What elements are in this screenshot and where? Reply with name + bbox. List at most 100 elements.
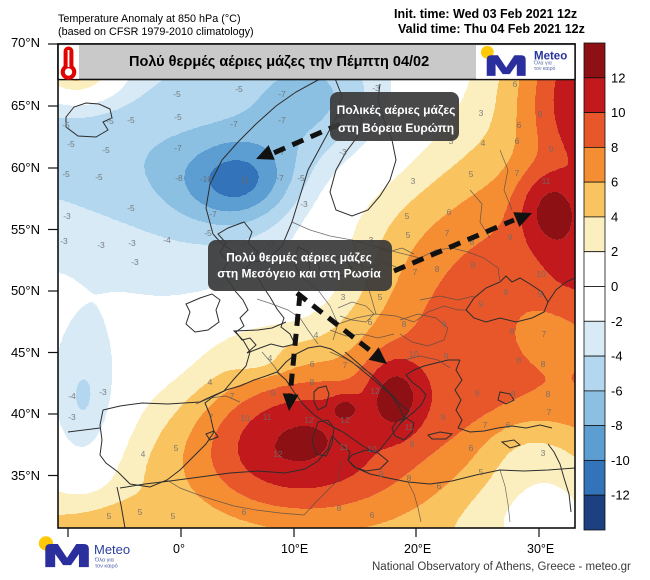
svg-text:-7: -7 xyxy=(278,89,286,99)
svg-text:7: 7 xyxy=(209,412,214,422)
svg-text:5: 5 xyxy=(406,230,411,240)
svg-text:3: 3 xyxy=(411,176,416,186)
svg-text:4: 4 xyxy=(141,449,146,459)
svg-text:Meteo: Meteo xyxy=(534,51,567,63)
svg-text:-5: -5 xyxy=(235,84,243,94)
svg-text:2: 2 xyxy=(611,244,618,259)
svg-text:8: 8 xyxy=(611,140,618,155)
svg-text:-5: -5 xyxy=(127,115,135,125)
svg-text:9: 9 xyxy=(479,299,484,309)
svg-text:-5: -5 xyxy=(173,89,181,99)
svg-text:8: 8 xyxy=(310,377,315,387)
svg-text:9: 9 xyxy=(271,388,276,398)
svg-text:6: 6 xyxy=(310,359,315,369)
svg-text:3: 3 xyxy=(479,108,484,118)
svg-text:4: 4 xyxy=(481,138,486,148)
svg-text:-8: -8 xyxy=(175,173,183,183)
svg-text:10: 10 xyxy=(536,269,546,279)
svg-text:3: 3 xyxy=(449,136,454,146)
svg-text:-3: -3 xyxy=(97,240,105,250)
svg-text:-7: -7 xyxy=(209,209,217,219)
svg-text:11: 11 xyxy=(263,412,272,422)
svg-text:9: 9 xyxy=(475,388,480,398)
svg-text:-10: -10 xyxy=(611,453,630,468)
svg-text:4: 4 xyxy=(314,330,319,340)
svg-text:-3: -3 xyxy=(372,83,380,93)
svg-text:5: 5 xyxy=(469,169,474,179)
svg-text:-5: -5 xyxy=(204,228,212,238)
svg-text:6: 6 xyxy=(437,481,442,491)
svg-text:7: 7 xyxy=(230,391,235,401)
svg-text:τον καιρό: τον καιρό xyxy=(95,563,118,570)
svg-text:4: 4 xyxy=(268,353,273,363)
svg-text:8: 8 xyxy=(470,237,475,247)
svg-text:9: 9 xyxy=(410,439,415,449)
svg-text:Meteo: Meteo xyxy=(94,542,130,557)
svg-text:-12: -12 xyxy=(611,488,630,503)
svg-text:5: 5 xyxy=(174,443,179,453)
svg-text:-7: -7 xyxy=(276,173,284,183)
svg-text:6: 6 xyxy=(368,317,373,327)
svg-text:9: 9 xyxy=(442,319,447,329)
svg-text:8: 8 xyxy=(337,503,342,513)
svg-text:Πολικές αέριες μάζες: Πολικές αέριες μάζες xyxy=(337,103,456,117)
svg-text:-7: -7 xyxy=(174,143,182,153)
svg-text:8: 8 xyxy=(541,359,546,369)
svg-text:6: 6 xyxy=(447,207,452,217)
svg-text:10: 10 xyxy=(611,105,625,120)
svg-text:-8: -8 xyxy=(611,418,623,433)
svg-text:8: 8 xyxy=(510,326,515,336)
svg-text:-11: -11 xyxy=(238,175,250,185)
svg-text:8: 8 xyxy=(471,260,476,270)
svg-text:7: 7 xyxy=(445,228,450,238)
svg-text:6: 6 xyxy=(506,420,511,430)
svg-text:3: 3 xyxy=(541,448,546,458)
svg-text:6: 6 xyxy=(513,79,518,89)
svg-text:6: 6 xyxy=(242,507,247,517)
svg-text:-5: -5 xyxy=(106,116,114,126)
svg-text:9: 9 xyxy=(538,109,543,119)
svg-text:στη Βόρεια Ευρώπη: στη Βόρεια Ευρώπη xyxy=(338,121,454,135)
svg-text:Όλα για: Όλα για xyxy=(533,61,552,67)
svg-text:Όλα για: Όλα για xyxy=(94,558,115,564)
svg-text:-3: -3 xyxy=(131,257,139,267)
svg-text:9: 9 xyxy=(504,287,509,297)
svg-text:-4: -4 xyxy=(611,349,623,364)
svg-text:5: 5 xyxy=(171,511,176,521)
svg-text:8: 8 xyxy=(511,389,516,399)
svg-text:5: 5 xyxy=(479,467,484,477)
svg-text:3: 3 xyxy=(341,292,346,302)
svg-text:-3: -3 xyxy=(60,236,68,246)
svg-text:5: 5 xyxy=(378,292,383,302)
svg-text:10: 10 xyxy=(367,444,377,454)
svg-text:6: 6 xyxy=(517,120,522,130)
svg-text:-4: -4 xyxy=(68,391,76,401)
svg-text:-5: -5 xyxy=(102,145,110,155)
svg-text:11: 11 xyxy=(542,176,551,186)
svg-text:-4: -4 xyxy=(163,235,171,245)
svg-text:6: 6 xyxy=(469,443,474,453)
svg-text:-3: -3 xyxy=(128,238,136,248)
svg-text:7: 7 xyxy=(413,267,418,277)
svg-text:-7: -7 xyxy=(230,119,238,129)
svg-text:7: 7 xyxy=(483,420,488,430)
svg-text:0: 0 xyxy=(611,279,618,294)
svg-text:-5: -5 xyxy=(62,120,70,130)
svg-text:6: 6 xyxy=(370,510,375,520)
svg-text:-6: -6 xyxy=(611,383,623,398)
svg-text:12: 12 xyxy=(273,449,283,459)
svg-text:12: 12 xyxy=(370,386,380,396)
svg-text:7: 7 xyxy=(547,407,552,417)
svg-text:-2: -2 xyxy=(611,314,623,329)
svg-text:-5: -5 xyxy=(174,112,182,122)
svg-text:8: 8 xyxy=(402,319,407,329)
svg-text:στη Μεσόγειο και στη Ρωσία: στη Μεσόγειο και στη Ρωσία xyxy=(217,267,381,281)
svg-text:-5: -5 xyxy=(297,173,305,183)
svg-text:10: 10 xyxy=(240,413,250,423)
svg-text:6: 6 xyxy=(515,136,520,146)
svg-text:7: 7 xyxy=(515,168,520,178)
svg-text:9: 9 xyxy=(538,289,543,299)
svg-text:11: 11 xyxy=(340,442,349,452)
svg-text:10: 10 xyxy=(409,349,419,359)
svg-text:7: 7 xyxy=(343,360,348,370)
